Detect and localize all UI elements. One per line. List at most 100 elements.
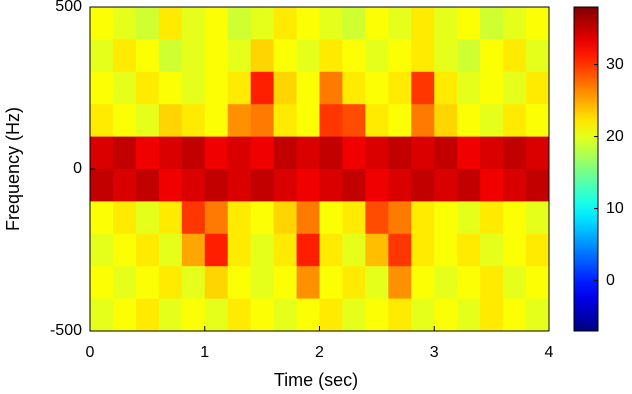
heatmap-cell (388, 104, 412, 138)
heatmap-cell (480, 233, 504, 267)
heatmap-cell (526, 104, 550, 138)
heatmap-cell (411, 136, 435, 170)
heatmap-cell (112, 7, 137, 40)
x-tick-label: 4 (545, 344, 554, 361)
heatmap-cell (90, 104, 114, 138)
heatmap-cell (135, 201, 160, 235)
heatmap-cell (273, 201, 298, 235)
heatmap-cell (342, 169, 366, 202)
heatmap-cell (319, 298, 343, 332)
heatmap-cell (296, 298, 320, 332)
colorbar-tick-label: 10 (606, 200, 624, 217)
heatmap-cell (411, 266, 435, 300)
x-tick-label: 1 (200, 344, 209, 361)
heatmap-cell (181, 39, 206, 73)
heatmap-cell (181, 298, 206, 332)
heatmap-cell (250, 104, 275, 138)
heatmap-cell (480, 104, 504, 138)
heatmap-cell (457, 233, 481, 267)
heatmap-cell (273, 298, 298, 332)
heatmap-cell (227, 104, 252, 138)
heatmap-cell (526, 233, 550, 267)
heatmap-cell (90, 266, 114, 300)
heatmap-cell (526, 7, 550, 40)
heatmap-cell (90, 298, 114, 332)
heatmap-cell (112, 39, 137, 73)
heatmap-cell (204, 136, 229, 170)
heatmap-cell (319, 169, 343, 202)
heatmap-cell (227, 39, 252, 73)
heatmap-cell (526, 298, 550, 332)
heatmap-cell (365, 7, 389, 40)
heatmap-cell (526, 39, 550, 73)
heatmap-cell (457, 169, 481, 202)
heatmap-cell (227, 7, 252, 40)
heatmap-cell (227, 233, 252, 267)
heatmap-cell (227, 266, 252, 300)
heatmap-cell (342, 266, 366, 300)
heatmap-cell (158, 7, 183, 40)
colorbar (573, 6, 599, 332)
heatmap-cell (388, 298, 412, 332)
heatmap-cell (503, 298, 527, 332)
heatmap-cell (204, 298, 229, 332)
heatmap-cell (526, 169, 550, 202)
heatmap-cell (434, 201, 458, 235)
heatmap-cell (434, 266, 458, 300)
heatmap-cell (319, 201, 343, 235)
heatmap-cell (411, 298, 435, 332)
heatmap-cell (388, 169, 412, 202)
heatmap-cell (503, 136, 527, 170)
heatmap-cell (365, 104, 389, 138)
heatmap-cell (135, 136, 160, 170)
heatmap-cell (273, 266, 298, 300)
heatmap-cell (112, 298, 137, 332)
heatmap-cell (227, 298, 252, 332)
heatmap-cell (503, 266, 527, 300)
heatmap-cell (503, 201, 527, 235)
heatmap-cell (158, 298, 183, 332)
heatmap-cell (227, 201, 252, 235)
heatmap-cell (411, 104, 435, 138)
heatmap-cell (457, 266, 481, 300)
heatmap-cell (480, 169, 504, 202)
heatmap-cell (135, 71, 160, 105)
heatmap-cell (250, 298, 275, 332)
heatmap-cell (250, 39, 275, 73)
heatmap-cell (181, 104, 206, 138)
heatmap-cell (319, 136, 343, 170)
heatmap-cell (250, 233, 275, 267)
heatmap-cell (181, 266, 206, 300)
heatmap-cell (204, 71, 229, 105)
heatmap-cell (296, 201, 320, 235)
heatmap-cell (503, 71, 527, 105)
heatmap-cell (158, 39, 183, 73)
heatmap-cell (342, 104, 366, 138)
heatmap-cell (296, 7, 320, 40)
heatmap-cell (526, 71, 550, 105)
heatmap-cell (158, 233, 183, 267)
heatmap-cell (112, 136, 137, 170)
heatmap-cell (90, 136, 114, 170)
heatmap-cell (319, 233, 343, 267)
heatmap-cell (135, 298, 160, 332)
heatmap-cell (250, 136, 275, 170)
heatmap-cell (135, 233, 160, 267)
heatmap-cell (388, 266, 412, 300)
colorbar-tick-label: 30 (606, 56, 624, 73)
heatmap-cell (90, 233, 114, 267)
heatmap-cell (503, 7, 527, 40)
heatmap-cell (250, 201, 275, 235)
heatmap-cell (388, 71, 412, 105)
heatmap-cell (204, 201, 229, 235)
x-tick-label: 2 (315, 344, 324, 361)
heatmap-cell (158, 266, 183, 300)
heatmap-cell (342, 136, 366, 170)
heatmap-cell (411, 169, 435, 202)
heatmap-cell (296, 136, 320, 170)
heatmap-cell (319, 39, 343, 73)
heatmap-cell (181, 169, 206, 202)
heatmap-cell (296, 233, 320, 267)
heatmap-cell (158, 169, 183, 202)
heatmap-cell (480, 71, 504, 105)
